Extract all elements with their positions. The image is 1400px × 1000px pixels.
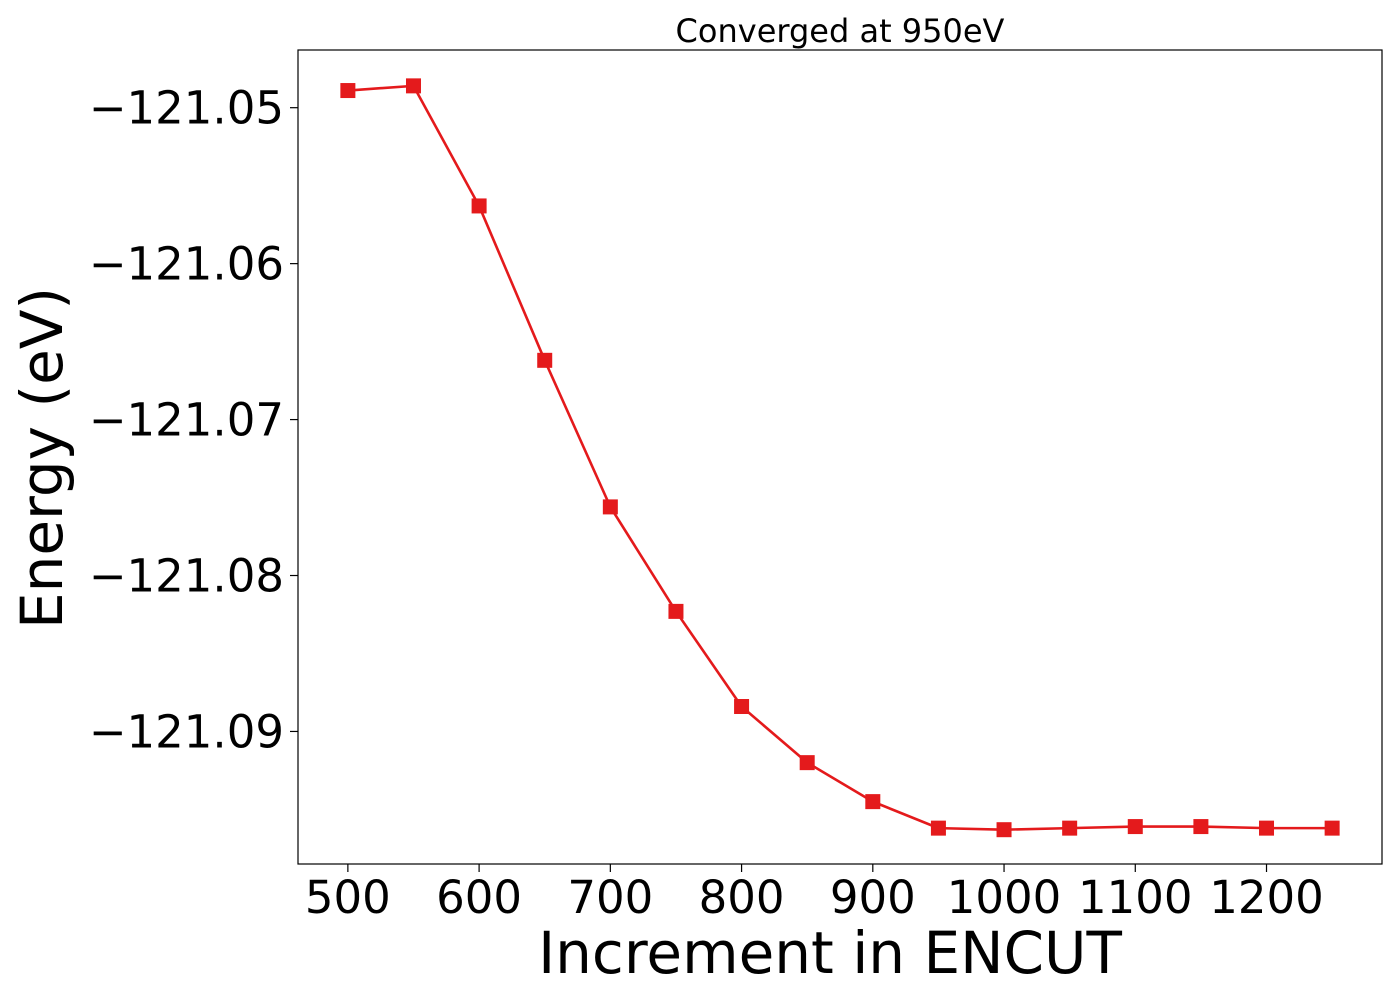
x-tick-label: 1100 <box>1078 871 1193 924</box>
y-tick-label: −121.05 <box>89 82 284 135</box>
series-line <box>347 84 1333 831</box>
data-point-marker <box>1324 820 1340 836</box>
x-tick-label: 800 <box>699 871 785 924</box>
plot-area-frame <box>297 49 1383 865</box>
data-point-marker <box>1062 820 1078 836</box>
data-point-marker <box>1259 820 1275 836</box>
x-tick-label: 900 <box>830 871 916 924</box>
data-point-marker <box>340 83 356 99</box>
y-tick-label: −121.09 <box>89 705 284 758</box>
data-point-marker <box>602 499 618 515</box>
y-tick-label: −121.06 <box>89 238 284 291</box>
data-point-marker <box>668 603 684 619</box>
y-tick-label: −121.07 <box>89 394 284 447</box>
data-point-marker <box>1193 819 1209 835</box>
x-tick-label: 1200 <box>1209 871 1324 924</box>
data-point-marker <box>1127 819 1143 835</box>
series-layer <box>340 78 1340 838</box>
x-tick-label: 600 <box>436 871 522 924</box>
data-point-marker <box>734 699 750 715</box>
data-point-marker <box>471 198 487 214</box>
data-point-marker <box>537 352 553 368</box>
data-point-marker <box>405 78 421 94</box>
x-tick-label: 1000 <box>947 871 1062 924</box>
x-axis-ticks: 500 600 700 800 900 1000 1100 1200 <box>305 864 1324 924</box>
x-axis-label: Increment in ENCUT <box>538 919 1122 987</box>
y-axis-label: Energy (eV) <box>8 287 76 629</box>
data-point-marker <box>996 822 1012 838</box>
chart-title: Converged at 950eV <box>676 12 1005 50</box>
x-tick-label: 500 <box>305 871 391 924</box>
data-point-marker <box>865 794 881 810</box>
y-tick-label: −121.08 <box>89 550 284 603</box>
data-point-marker <box>930 820 946 836</box>
data-point-marker <box>799 755 815 771</box>
y-axis-ticks: −121.05 −121.06 −121.07 −121.08 −121.09 <box>89 82 298 758</box>
x-tick-label: 700 <box>567 871 653 924</box>
